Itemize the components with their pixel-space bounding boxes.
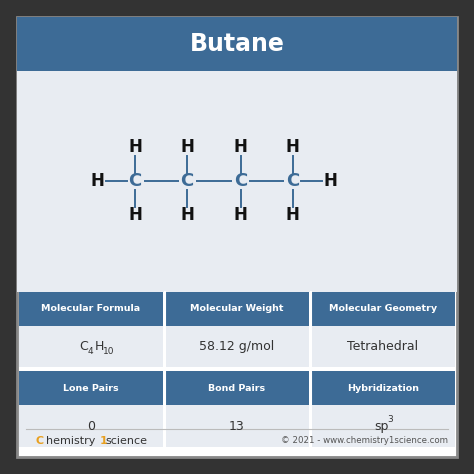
Text: Molecular Weight: Molecular Weight [190,304,284,313]
Text: C: C [128,173,142,190]
Bar [311,326,455,367]
Bar [311,371,455,405]
Text: C: C [36,436,44,446]
Text: Lone Pairs: Lone Pairs [63,384,119,392]
Text: 13: 13 [229,419,245,433]
Text: H: H [180,207,194,224]
Text: hemistry: hemistry [46,436,95,446]
Text: H: H [234,207,248,224]
Bar [165,292,309,326]
Bar [19,292,163,326]
Text: H: H [286,207,300,224]
Text: C: C [234,173,247,190]
Bar [17,17,457,71]
Text: © 2021 - www.chemistry1science.com: © 2021 - www.chemistry1science.com [281,437,448,445]
Text: Bond Pairs: Bond Pairs [209,384,265,392]
Text: H: H [286,138,300,156]
Text: C: C [79,340,88,353]
Bar [311,292,455,326]
Bar [19,405,163,447]
Text: Molecular Formula: Molecular Formula [41,304,141,313]
Bar [165,326,309,367]
Text: H: H [324,173,338,190]
Text: sp: sp [374,419,389,433]
Text: H: H [234,138,248,156]
Text: Tetrahedral: Tetrahedral [347,340,419,353]
Text: Butane: Butane [190,32,284,56]
Bar [19,326,163,367]
Bar [165,405,309,447]
Bar [165,371,309,405]
Text: H: H [90,173,104,190]
Text: 3: 3 [388,416,393,424]
Bar [311,405,455,447]
Text: H: H [128,207,142,224]
Text: 0: 0 [87,419,95,433]
Text: 10: 10 [103,347,115,356]
Text: C: C [181,173,194,190]
Text: Hybridization: Hybridization [347,384,419,392]
Text: H: H [128,138,142,156]
Text: C: C [286,173,300,190]
Text: 4: 4 [88,347,93,356]
Text: science: science [106,436,148,446]
Text: H: H [95,340,104,353]
Bar [17,71,457,292]
Text: 58.12 g/mol: 58.12 g/mol [200,340,274,353]
Bar [19,371,163,405]
Text: Molecular Geometry: Molecular Geometry [329,304,437,313]
Text: 1: 1 [100,436,107,446]
Text: H: H [180,138,194,156]
